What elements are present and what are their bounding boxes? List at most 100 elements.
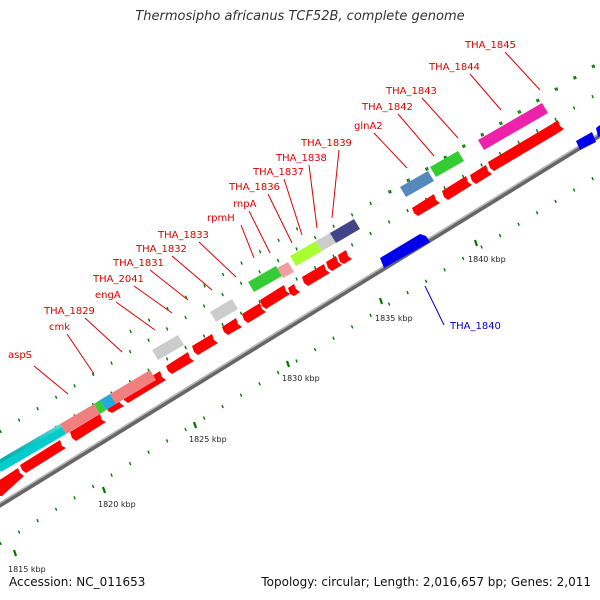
scale-tick (221, 292, 224, 297)
reverse-cds-feature[interactable] (576, 132, 596, 150)
scale-tick (572, 76, 576, 80)
cds-feature[interactable] (338, 250, 352, 264)
feature-box-lime[interactable] (290, 241, 322, 266)
cds-feature[interactable] (260, 285, 290, 309)
genome-backbone-highlight (0, 132, 600, 504)
scale-tick (276, 258, 280, 263)
cds-feature[interactable] (552, 120, 564, 133)
scale-tick (554, 117, 557, 122)
cds-feature[interactable] (20, 440, 66, 473)
gene-label[interactable]: THA_2041 (92, 274, 144, 285)
scale-tick (389, 189, 392, 194)
cds-feature[interactable] (412, 194, 440, 216)
cds-feature[interactable] (70, 414, 106, 441)
label-leader-line (115, 301, 156, 331)
label-leader-line (171, 255, 213, 291)
gene-label[interactable]: engA (95, 290, 121, 301)
scale-tick (480, 163, 483, 167)
scale-tick (0, 541, 2, 546)
scale-label: 1830 kbp (282, 374, 320, 383)
reverse-cds-feature[interactable] (380, 234, 430, 268)
scale-tick (443, 268, 446, 272)
scale-tick (239, 311, 243, 316)
major-scale-tick (285, 360, 291, 368)
scale-tick (313, 347, 317, 352)
major-scale-tick (12, 549, 18, 557)
gene-label[interactable]: THA_1829 (43, 306, 95, 317)
gene-label[interactable]: THA_1837 (252, 167, 304, 178)
feature-box-navy[interactable] (330, 219, 360, 243)
major-scale-tick (378, 297, 384, 305)
feature-box-green[interactable] (430, 151, 464, 177)
gene-label[interactable]: rpmH (207, 213, 235, 224)
cds-feature[interactable] (192, 334, 218, 355)
scale-tick (295, 247, 298, 251)
cds-feature[interactable] (242, 303, 266, 323)
scale-tick (535, 211, 539, 215)
scale-tick (91, 484, 95, 489)
feature-box-salmon[interactable] (60, 404, 100, 434)
cds-feature[interactable] (0, 468, 24, 496)
gene-label[interactable]: THA_1843 (385, 86, 437, 97)
gene-label[interactable]: THA_1845 (464, 40, 516, 51)
gene-label[interactable]: cmk (49, 322, 70, 333)
feature-box-grey[interactable] (152, 335, 184, 360)
scale-tick (221, 272, 225, 277)
gene-label[interactable]: THA_1836 (228, 182, 280, 193)
feature-box-magenta[interactable] (478, 103, 548, 150)
label-leader-line (421, 97, 459, 139)
label-leader-line (283, 178, 303, 236)
gene-label[interactable]: rnpA (233, 199, 257, 210)
gene-label[interactable]: THA_1838 (275, 153, 327, 164)
annotation-track (0, 103, 548, 472)
gene-label[interactable]: aspS (8, 350, 32, 361)
scale-tick (129, 329, 132, 334)
cds-feature[interactable] (488, 124, 558, 171)
gene-label[interactable]: glnA2 (354, 121, 383, 132)
feature-box-grey[interactable] (210, 299, 238, 322)
label-leader-line (308, 164, 318, 229)
scale-tick (128, 349, 132, 354)
scale-tick (518, 109, 522, 114)
scale-tick (91, 372, 95, 377)
cds-feature[interactable] (326, 256, 342, 271)
feature-box-green[interactable] (248, 266, 282, 292)
cds-feature[interactable] (222, 318, 242, 335)
cds-feature[interactable] (442, 176, 472, 200)
feature-box-grey[interactable] (316, 233, 336, 251)
gene-label[interactable]: THA_1840 (449, 321, 501, 332)
gene-label[interactable]: THA_1842 (361, 102, 413, 113)
gene-label[interactable]: THA_1831 (112, 258, 164, 269)
scale-tick (313, 235, 317, 240)
cds-feature[interactable] (470, 165, 492, 184)
feature-box-blue[interactable] (100, 394, 116, 410)
label-leader-line (248, 210, 271, 254)
gene-label[interactable]: THA_1832 (135, 244, 187, 255)
feature-box-pink[interactable] (277, 262, 294, 278)
scale-tick (574, 75, 577, 80)
scale-tick (481, 132, 485, 137)
feature-box-steel[interactable] (400, 171, 434, 197)
scale-tick (110, 473, 113, 477)
scale-tick (387, 190, 391, 194)
scale-tick (203, 284, 206, 288)
scale-tick (295, 359, 298, 363)
feature-box-salmon[interactable] (110, 370, 156, 404)
scale-tick (461, 144, 465, 149)
scale-tick (591, 64, 594, 69)
gene-label[interactable]: THA_1844 (428, 62, 480, 73)
scale-tick (350, 213, 354, 217)
cds-feature[interactable] (288, 284, 300, 296)
feature-box-cyan[interactable] (0, 424, 66, 472)
reverse-cds-feature[interactable] (596, 125, 600, 137)
gene-label[interactable]: THA_1833 (157, 230, 209, 241)
scale-tick (0, 429, 2, 434)
feature-box-green[interactable] (94, 400, 106, 414)
major-scale-tick (192, 421, 198, 429)
gene-label[interactable]: THA_1839 (300, 138, 352, 149)
scale-tick (258, 270, 261, 274)
cds-feature[interactable] (302, 264, 330, 286)
reverse-cds-track (380, 125, 600, 268)
major-scale-tick (101, 486, 107, 494)
cds-feature[interactable] (166, 352, 194, 374)
